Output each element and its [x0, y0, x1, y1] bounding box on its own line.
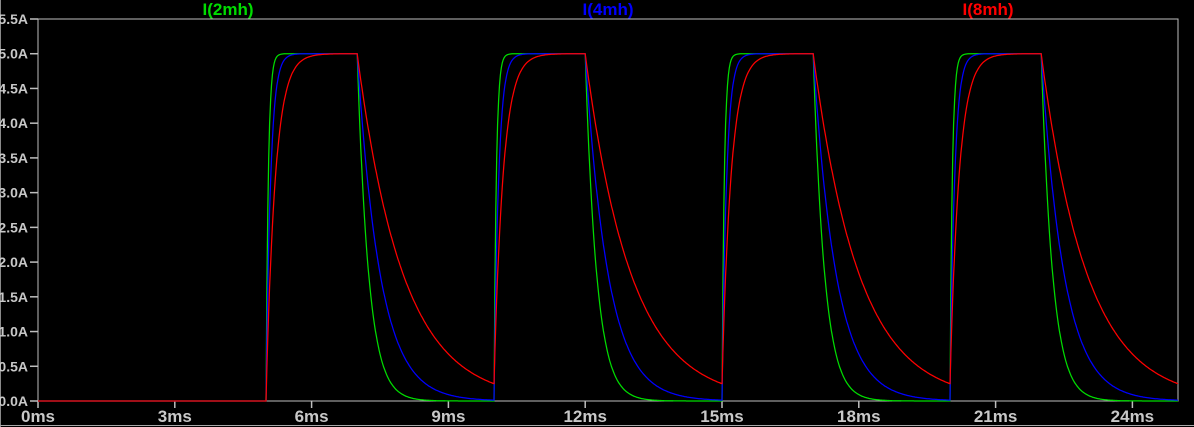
- y-tick-label: 3.0A: [0, 185, 28, 201]
- y-tick-label: 2.5A: [0, 219, 28, 235]
- y-tick-label: 3.5A: [0, 150, 28, 166]
- y-tick-label: 1.5A: [0, 289, 28, 305]
- y-tick-label: 5.0A: [0, 46, 28, 62]
- plot-border: [37, 18, 1179, 402]
- y-tick-label: 4.0A: [0, 115, 28, 131]
- y-tick-label: 4.5A: [0, 80, 28, 96]
- x-tick-label: 12ms: [563, 407, 606, 426]
- x-tick-label: 21ms: [974, 407, 1017, 426]
- legend-trace-label[interactable]: I(8mh): [963, 0, 1014, 19]
- legend-trace-label[interactable]: I(4mh): [583, 0, 634, 19]
- x-tick-label: 24ms: [1111, 407, 1154, 426]
- x-tick-label: 9ms: [431, 407, 465, 426]
- x-tick-label: 0ms: [21, 407, 55, 426]
- x-tick-label: 15ms: [700, 407, 743, 426]
- trace-I(4mh): [38, 53, 1178, 402]
- trace-I(8mh): [38, 53, 1179, 402]
- x-tick-label: 3ms: [158, 407, 192, 426]
- trace-I(2mh): [38, 53, 1178, 402]
- y-tick-label: 2.0A: [0, 254, 28, 270]
- y-tick-label: 5.5A: [0, 11, 28, 27]
- x-tick-label: 6ms: [295, 407, 329, 426]
- y-tick-label: 1.0A: [0, 324, 28, 340]
- y-tick-label: 0.0A: [0, 393, 28, 409]
- legend-trace-label[interactable]: I(2mh): [203, 0, 254, 19]
- x-tick-label: 18ms: [837, 407, 880, 426]
- y-tick-label: 0.5A: [0, 358, 28, 374]
